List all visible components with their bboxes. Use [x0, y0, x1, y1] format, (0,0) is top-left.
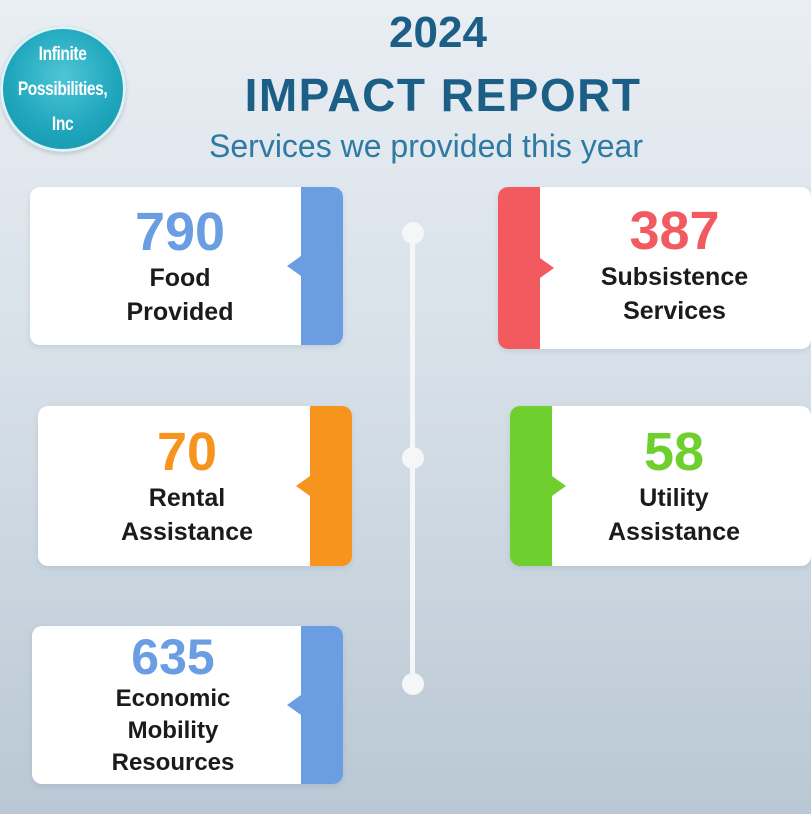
stat-card-rental-assistance: 70 Rental Assistance	[38, 406, 352, 566]
report-subtitle: Services we provided this year	[209, 128, 643, 164]
stat-label: Subsistence Services	[600, 263, 749, 325]
stat-label: Rental Assistance	[120, 484, 254, 546]
accent-bar	[296, 406, 352, 566]
stat-card-subsistence-services: 387 Subsistence Services	[498, 187, 811, 349]
stat-value: 790	[134, 202, 226, 262]
stat-value: 70	[156, 422, 218, 482]
logo-text: Infinite Possibilities, Inc	[18, 43, 108, 135]
accent-bar	[287, 626, 343, 784]
accent-bar	[510, 406, 566, 566]
stat-value: 635	[131, 629, 215, 685]
timeline-dot	[402, 222, 424, 244]
organization-logo: Infinite Possibilities, Inc	[0, 26, 126, 152]
stat-label: Utility Assistance	[607, 484, 741, 546]
accent-bar	[498, 187, 554, 349]
accent-bar	[287, 187, 343, 345]
stat-card-utility-assistance: 58 Utility Assistance	[510, 406, 811, 566]
stat-value: 387	[629, 201, 720, 261]
timeline-dot	[402, 447, 424, 469]
stat-value: 58	[643, 422, 705, 482]
report-year: 2024	[389, 8, 487, 57]
stat-label: Food Provided	[126, 264, 234, 326]
stat-card-economic-mobility-resources: 635 Economic Mobility Resources	[32, 626, 343, 784]
stat-card-food-provided: 790 Food Provided	[30, 187, 343, 345]
stat-label: Economic Mobility Resources	[111, 685, 235, 776]
timeline-dot	[402, 673, 424, 695]
report-title: IMPACT REPORT	[244, 69, 642, 121]
